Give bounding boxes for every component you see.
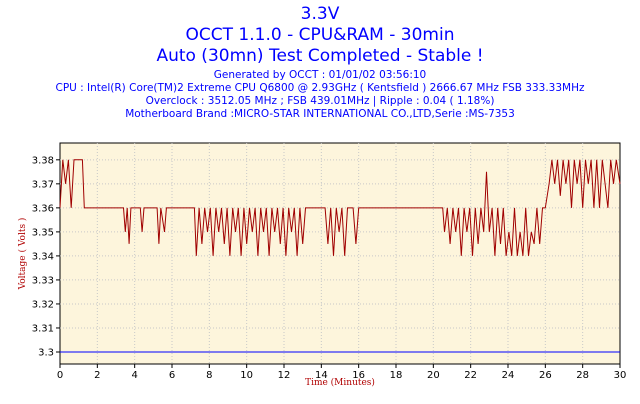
x-tick-label: 10 bbox=[240, 370, 253, 381]
y-tick-label: 3.33 bbox=[32, 275, 54, 286]
x-tick-label: 6 bbox=[169, 370, 175, 381]
motherboard-info: Motherboard Brand :MICRO-STAR INTERNATIO… bbox=[125, 108, 515, 120]
y-tick-label: 3.34 bbox=[32, 251, 54, 262]
y-tick-label: 3.35 bbox=[32, 227, 54, 238]
y-tick-label: 3.37 bbox=[32, 179, 54, 190]
y-axis-ticks: 3.3 3.31 3.32 3.33 3.34 3.35 3.36 3.37 3.38 bbox=[32, 155, 60, 358]
x-tick-label: 0 bbox=[57, 370, 63, 381]
test-status: Auto (30mn) Test Completed - Stable ! bbox=[156, 46, 484, 66]
x-tick-label: 12 bbox=[278, 370, 291, 381]
generated-info: Generated by OCCT : 01/01/02 03:56:10 bbox=[213, 69, 427, 81]
x-tick-label: 26 bbox=[539, 370, 552, 381]
y-tick-label: 3.31 bbox=[32, 323, 54, 334]
x-axis-label: Time (Minutes) bbox=[305, 377, 375, 388]
x-tick-label: 22 bbox=[464, 370, 477, 381]
y-tick-label: 3.38 bbox=[32, 155, 54, 166]
x-tick-label: 28 bbox=[576, 370, 589, 381]
x-axis-ticks: 0 2 4 6 8 10 12 14 16 18 20 22 24 26 28 30 bbox=[57, 364, 627, 381]
y-tick-label: 3.3 bbox=[38, 347, 54, 358]
x-tick-label: 4 bbox=[131, 370, 137, 381]
plot-area bbox=[59, 142, 621, 365]
x-tick-label: 30 bbox=[614, 370, 627, 381]
x-tick-label: 2 bbox=[94, 370, 100, 381]
chart-title: 3.3V bbox=[300, 4, 340, 24]
x-tick-label: 14 bbox=[315, 370, 328, 381]
x-tick-label: 20 bbox=[427, 370, 440, 381]
y-axis-label: Voltage ( Volts ) bbox=[17, 218, 28, 291]
overclock-info: Overclock : 3512.05 MHz ; FSB 439.01MHz … bbox=[145, 95, 495, 107]
x-tick-label: 16 bbox=[352, 370, 365, 381]
x-tick-label: 8 bbox=[206, 370, 212, 381]
y-tick-label: 3.36 bbox=[32, 203, 54, 214]
y-tick-label: 3.32 bbox=[32, 299, 54, 310]
cpu-info: CPU : Intel(R) Core(TM)2 Extreme CPU Q68… bbox=[55, 82, 585, 94]
chart-subtitle: OCCT 1.1.0 - CPU&RAM - 30min bbox=[185, 25, 455, 45]
voltage-series-line bbox=[59, 159, 621, 256]
series-group bbox=[59, 159, 621, 256]
x-tick-label: 24 bbox=[502, 370, 515, 381]
x-tick-label: 18 bbox=[390, 370, 403, 381]
